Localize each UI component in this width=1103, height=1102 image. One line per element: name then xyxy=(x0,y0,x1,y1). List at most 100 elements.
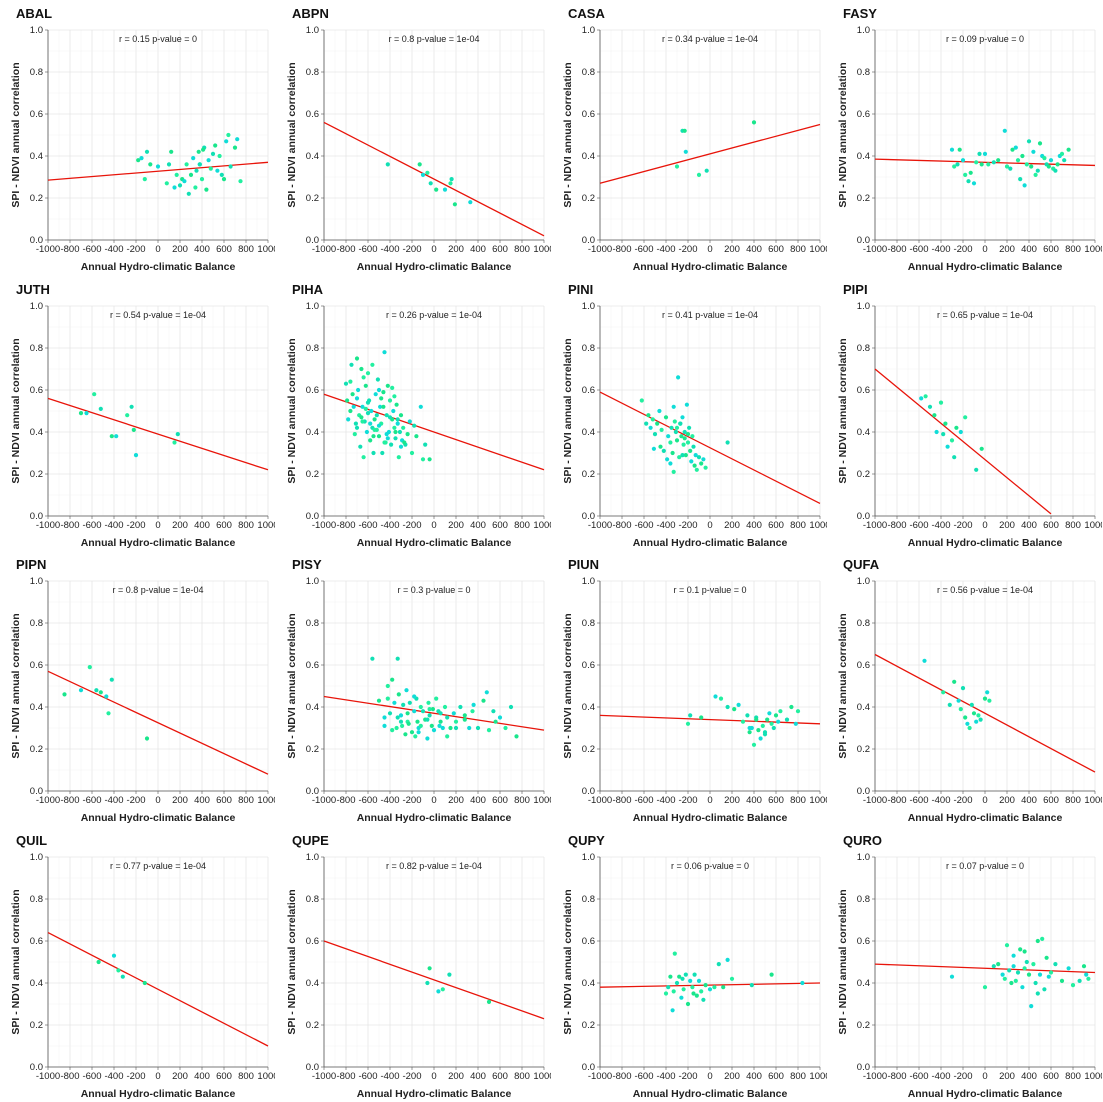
data-point xyxy=(184,162,189,167)
x-tick-label: -600 xyxy=(82,795,101,806)
data-points xyxy=(663,951,805,1013)
x-tick-label: -400 xyxy=(104,520,123,531)
y-tick-label: 0.0 xyxy=(30,235,43,246)
data-point xyxy=(462,713,467,718)
data-point xyxy=(129,404,134,409)
data-point xyxy=(364,429,369,435)
data-point xyxy=(1018,947,1023,952)
data-point xyxy=(1042,156,1047,161)
data-point xyxy=(1040,936,1045,941)
data-point xyxy=(177,183,183,188)
panel-title: PIPI xyxy=(843,282,868,297)
data-point xyxy=(217,153,222,159)
x-tick-label: 1000 xyxy=(1084,244,1102,255)
data-point xyxy=(445,734,450,739)
data-point xyxy=(384,413,389,418)
y-tick-label: 0.2 xyxy=(582,1020,595,1031)
y-tick-label: 1.0 xyxy=(582,301,595,312)
y-tick-label: 0.4 xyxy=(582,702,595,713)
y-tick-label: 0.2 xyxy=(306,469,319,480)
gridlines xyxy=(323,305,545,517)
x-tick-label: -600 xyxy=(909,520,928,531)
data-point xyxy=(1053,168,1058,173)
x-tick-label: 800 xyxy=(238,244,254,255)
data-point xyxy=(677,455,682,460)
data-point xyxy=(78,411,84,416)
data-point xyxy=(666,985,671,990)
data-point xyxy=(390,728,395,733)
data-point xyxy=(694,467,699,472)
x-tick-label: -800 xyxy=(612,1071,631,1082)
data-point xyxy=(468,200,473,205)
data-point xyxy=(350,392,355,397)
data-point xyxy=(682,436,687,441)
stat-annotation: r = 0.82 p-value = 1e-04 xyxy=(386,861,482,871)
data-point xyxy=(409,450,415,456)
data-point xyxy=(368,421,373,426)
data-point xyxy=(416,730,421,735)
data-point xyxy=(447,972,452,977)
x-axis-label: Annual Hydro-climatic Balance xyxy=(908,1088,1063,1100)
data-point xyxy=(678,421,683,426)
y-tick-label: 0.4 xyxy=(306,702,319,713)
data-point xyxy=(1059,978,1065,983)
data-point xyxy=(672,419,677,424)
y-tick-label: 1.0 xyxy=(857,25,870,36)
gridlines xyxy=(323,29,545,241)
x-tick-label: 200 xyxy=(448,244,464,255)
x-tick-label: 200 xyxy=(448,795,464,806)
data-point xyxy=(423,442,428,447)
x-tick-label: -600 xyxy=(82,520,101,531)
y-tick-label: 0.4 xyxy=(857,702,870,713)
y-tick-label: 0.2 xyxy=(30,193,43,204)
data-point xyxy=(690,985,695,990)
data-points xyxy=(370,656,519,741)
gridlines xyxy=(323,580,545,792)
data-point xyxy=(418,404,423,409)
y-axis-label: SPI - NDVI annual correlation xyxy=(562,338,574,483)
data-point xyxy=(974,160,979,165)
stat-annotation: r = 0.06 p-value = 0 xyxy=(671,861,749,871)
data-point xyxy=(174,172,179,177)
x-tick-label: 800 xyxy=(790,244,806,255)
data-point xyxy=(765,717,770,722)
data-point xyxy=(1018,177,1023,182)
x-tick-label: 600 xyxy=(492,795,508,806)
gridlines xyxy=(599,856,821,1068)
x-tick-label: -600 xyxy=(358,244,377,255)
data-point xyxy=(971,711,977,716)
data-point xyxy=(62,692,67,697)
y-tick-label: 0.8 xyxy=(306,67,319,78)
data-point xyxy=(922,658,927,663)
data-point xyxy=(359,415,364,420)
panel-title: PIHA xyxy=(292,282,324,297)
stat-annotation: r = 0.26 p-value = 1e-04 xyxy=(386,310,482,320)
data-point xyxy=(235,137,240,142)
x-tick-label: -600 xyxy=(82,244,101,255)
data-point xyxy=(1004,943,1010,948)
data-point xyxy=(111,953,117,958)
x-axis-label: Annual Hydro-climatic Balance xyxy=(357,261,512,273)
data-point xyxy=(689,459,694,464)
stat-annotation: r = 0.54 p-value = 1e-04 xyxy=(110,310,206,320)
stat-annotation: r = 0.41 p-value = 1e-04 xyxy=(662,310,758,320)
x-tick-label: -800 xyxy=(612,795,631,806)
data-points xyxy=(685,694,801,747)
x-tick-label: -400 xyxy=(656,1071,675,1082)
data-point xyxy=(430,707,435,712)
data-point xyxy=(420,457,426,462)
data-point xyxy=(683,149,688,154)
y-tick-label: 0.0 xyxy=(30,1062,43,1073)
y-tick-label: 0.4 xyxy=(30,702,43,713)
x-tick-label: -200 xyxy=(126,1071,145,1082)
y-tick-label: 0.0 xyxy=(857,786,870,797)
x-tick-label: 600 xyxy=(492,244,508,255)
data-point xyxy=(688,713,693,718)
x-tick-label: -600 xyxy=(358,1071,377,1082)
x-tick-label: -600 xyxy=(634,244,653,255)
data-point xyxy=(1077,978,1082,983)
data-point xyxy=(412,423,417,428)
